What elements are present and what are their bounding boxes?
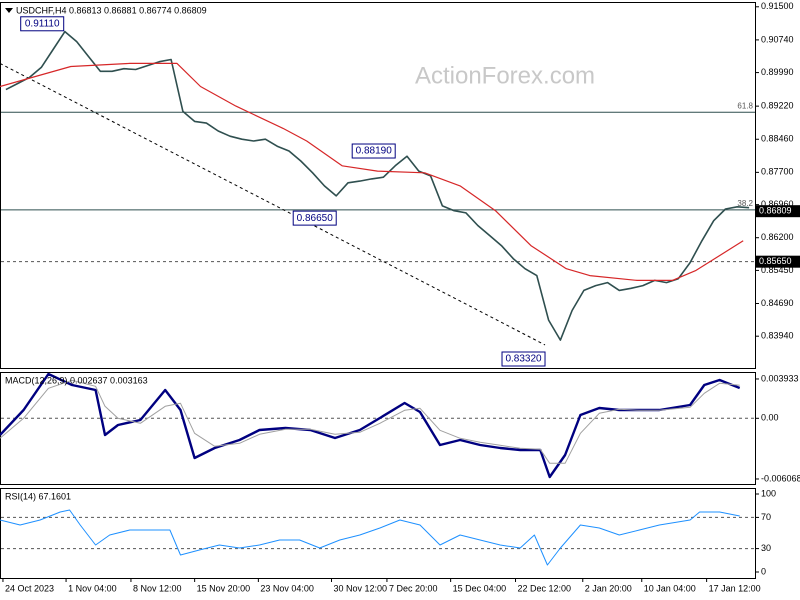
panel-frame xyxy=(0,2,756,369)
y-tick-label: 0.86960 xyxy=(761,199,794,209)
annotation-box xyxy=(501,351,546,367)
level-label: 38.2 xyxy=(737,199,753,208)
trendline xyxy=(0,62,546,346)
series-line xyxy=(0,509,740,566)
y-tick-label: 0 xyxy=(761,566,766,576)
x-tick-label: 8 Nov 12:00 xyxy=(133,583,182,593)
panel-title: RSI(14) 67.1601 xyxy=(5,491,71,501)
annotation-box xyxy=(351,143,396,159)
y-tick-label: 0.87700 xyxy=(761,167,794,177)
y-tick-label: 0.90740 xyxy=(761,34,794,44)
x-tick-label: 30 Nov 12:00 xyxy=(333,583,387,593)
y-tick-label: 0.89990 xyxy=(761,67,794,77)
x-tick-label: 15 Nov 20:00 xyxy=(197,583,251,593)
x-tick-label: 23 Nov 04:00 xyxy=(260,583,314,593)
series-line xyxy=(5,30,750,341)
y-tick-label: 0.91500 xyxy=(761,1,794,11)
x-tick-label: 1 Nov 04:00 xyxy=(68,583,117,593)
y-tick-label: -0.006068 xyxy=(761,473,800,483)
y-tick-label: 0.85450 xyxy=(761,265,794,275)
x-tick-label: 22 Dec 12:00 xyxy=(518,583,572,593)
series-line xyxy=(0,379,740,464)
y-tick-label: 70 xyxy=(761,512,771,522)
price-tag-label: 0.85650 xyxy=(759,256,792,266)
x-tick-label: 2 Jan 20:00 xyxy=(585,583,632,593)
y-tick-label: 0.88460 xyxy=(761,134,794,144)
annotation-box xyxy=(20,16,65,32)
annotation-label: 0.88190 xyxy=(356,146,393,157)
y-tick-label: 0.89220 xyxy=(761,101,794,111)
price-tag-label: 0.86809 xyxy=(759,206,792,216)
panel-frame xyxy=(0,488,756,579)
y-tick-label: 100 xyxy=(761,488,776,498)
x-tick-label: 17 Jan 12:00 xyxy=(709,583,761,593)
symbol-menu-icon[interactable] xyxy=(5,8,13,13)
y-tick-label: 0.83940 xyxy=(761,331,794,341)
price-tag xyxy=(756,205,800,218)
panel-title: MACD(12,26,9) 0.002637 0.003163 xyxy=(5,375,148,385)
watermark: ActionForex.com xyxy=(415,62,595,89)
panel-title: USDCHF,H4 0.86813 0.86881 0.86774 0.8680… xyxy=(16,5,207,15)
price-tag xyxy=(756,255,800,268)
y-tick-label: 0.86200 xyxy=(761,232,794,242)
annotation-label: 0.91110 xyxy=(25,18,60,29)
annotation-box xyxy=(292,210,337,226)
y-tick-label: 30 xyxy=(761,543,771,553)
y-tick-label: 0.00 xyxy=(761,413,779,423)
y-tick-label: 0.84690 xyxy=(761,298,794,308)
x-tick-label: 15 Dec 04:00 xyxy=(453,583,507,593)
x-tick-label: 7 Dec 20:00 xyxy=(389,583,438,593)
level-label: 61.8 xyxy=(737,101,753,110)
annotation-label: 0.86650 xyxy=(297,213,334,224)
annotation-label: 0.83320 xyxy=(505,354,542,365)
y-tick-label: 0.003933 xyxy=(761,373,799,383)
panel-frame xyxy=(0,372,756,485)
x-tick-label: 24 Oct 2023 xyxy=(5,583,54,593)
x-tick-label: 10 Jan 04:00 xyxy=(644,583,696,593)
series-line xyxy=(0,62,744,281)
